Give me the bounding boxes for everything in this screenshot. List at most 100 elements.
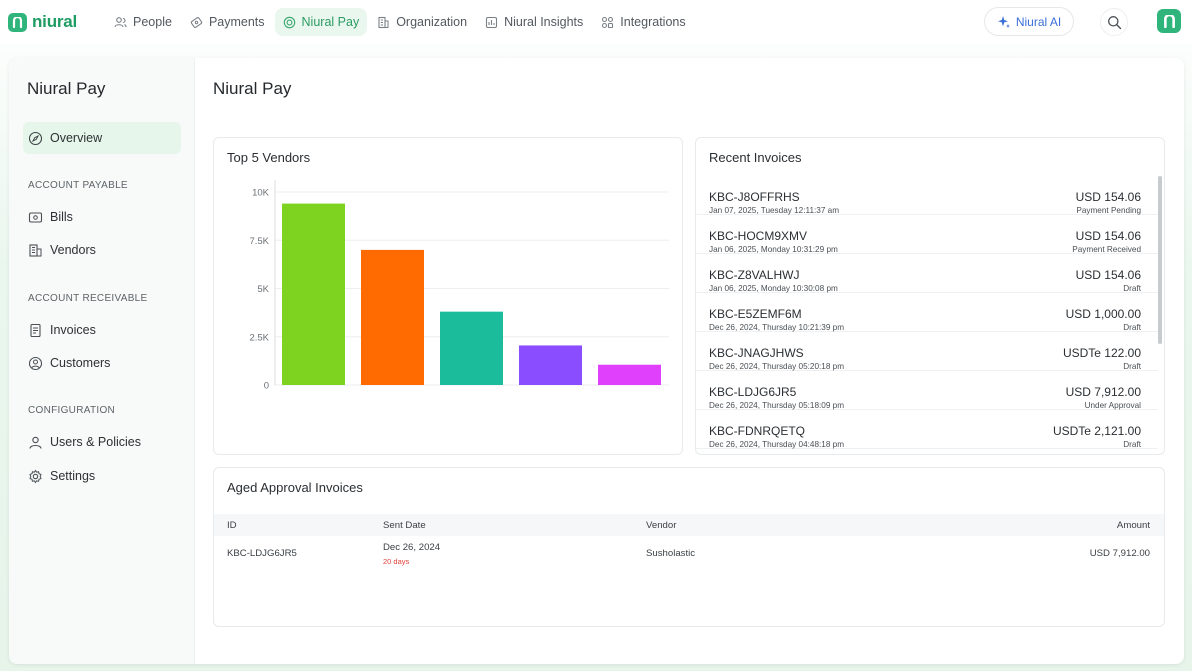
nav-niural-insights-label: Niural Insights — [504, 15, 584, 29]
chart-bar[interactable] — [440, 311, 503, 385]
invoice-amount: USD 154.06 — [1075, 268, 1141, 282]
invoice-icon — [30, 323, 41, 337]
sidebar-item-label: Overview — [50, 131, 103, 145]
invoice-date: Dec 26, 2024, Thursday 05:18:09 pm — [709, 401, 845, 410]
gear-icon — [29, 469, 42, 483]
invoice-amount: USD 7,912.00 — [1065, 385, 1141, 399]
nav-niural-pay[interactable]: Niural Pay — [274, 8, 368, 36]
invoice-status: Under Approval — [1084, 401, 1141, 410]
y-tick-label: 2.5K — [249, 332, 269, 343]
nav-integrations[interactable]: Integrations — [593, 8, 693, 36]
customer-icon — [28, 356, 43, 370]
invoice-amount: USDTe 2,121.00 — [1052, 424, 1141, 438]
invoice-amount: USD 154.06 — [1075, 190, 1141, 204]
niural-pay-icon — [283, 16, 295, 28]
compass-icon — [28, 131, 43, 145]
invoices-scrollbar[interactable] — [1158, 176, 1162, 344]
nav-niural-insights[interactable]: Niural Insights — [477, 8, 591, 36]
invoice-status: Payment Pending — [1076, 206, 1141, 215]
page-title: Niural Pay — [213, 79, 292, 98]
brand[interactable]: niural — [8, 12, 94, 32]
nav-people-label: People — [133, 15, 172, 29]
chart-bar[interactable] — [598, 364, 661, 385]
invoice-date: Dec 26, 2024, Thursday 04:48:18 pm — [709, 440, 845, 449]
users-icon — [29, 436, 42, 449]
invoice-status: Payment Received — [1072, 245, 1141, 254]
bills-icon — [28, 211, 43, 223]
list-item[interactable]: KBC-J8OFFRHS Jan 07, 2025, Tuesday 12:11:… — [696, 176, 1158, 215]
payments-icon — [190, 16, 203, 28]
sidebar-item-vendors[interactable]: Vendors — [23, 234, 181, 266]
invoice-status: Draft — [1123, 440, 1141, 449]
sidebar-item-label: Users & Policies — [50, 435, 141, 449]
chart-bar[interactable] — [519, 345, 582, 385]
invoice-id: KBC-FDNRQETQ — [709, 424, 805, 438]
list-item[interactable]: KBC-E5ZEMF6M Dec 26, 2024, Thursday 10:21… — [696, 293, 1158, 332]
list-item[interactable]: KBC-JNAGJHWS Dec 26, 2024, Thursday 05:20… — [696, 332, 1158, 371]
sidebar-item-settings[interactable]: Settings — [23, 460, 181, 492]
invoice-status: Draft — [1123, 284, 1141, 293]
invoice-id: KBC-E5ZEMF6M — [709, 307, 802, 321]
invoice-id: KBC-JNAGJHWS — [709, 346, 804, 360]
aged-approval-card: Aged Approval Invoices ID Sent Date Vend… — [213, 467, 1165, 627]
list-item[interactable]: KBC-Z8VALHWJ Jan 06, 2025, Monday 10:30:0… — [696, 254, 1158, 293]
brand-logo-icon — [8, 12, 27, 32]
sidebar-item-label: Settings — [50, 469, 96, 483]
list-item[interactable]: KBC-LDJG6JR5 Dec 26, 2024, Thursday 05:18… — [696, 371, 1158, 410]
list-item[interactable]: KBC-FDNRQETQ Dec 26, 2024, Thursday 04:48… — [696, 410, 1158, 449]
recent-invoices-title: Recent Invoices — [709, 150, 802, 165]
aged-approval-title: Aged Approval Invoices — [227, 480, 363, 495]
invoice-id: KBC-Z8VALHWJ — [709, 268, 800, 282]
header-amount: Amount — [1116, 520, 1150, 531]
invoice-amount: USDTe 122.00 — [1062, 346, 1141, 360]
aged-row-vendor: Susholastic — [646, 548, 696, 559]
list-item[interactable]: KBC-HOCM9XMV Jan 06, 2025, Monday 10:31:2… — [696, 215, 1158, 254]
chart-bar[interactable] — [361, 249, 424, 385]
chart-bar[interactable] — [282, 203, 345, 385]
top-vendors-chart: 0 2.5K 5K 7.5K 10K — [249, 180, 669, 392]
sparkle-icon — [997, 15, 1010, 28]
invoice-date: Jan 06, 2025, Monday 10:31:29 pm — [709, 245, 838, 254]
avatar[interactable] — [1157, 9, 1181, 33]
niural-ai-label: Niural AI — [1015, 14, 1062, 29]
aged-row-amount: USD 7,912.00 — [1089, 548, 1150, 559]
invoice-id: KBC-J8OFFRHS — [709, 190, 800, 204]
header-sent-date: Sent Date — [383, 520, 426, 531]
brand-name: niural — [32, 12, 78, 31]
nav-payments-label: Payments — [208, 15, 265, 29]
invoice-date: Dec 26, 2024, Thursday 05:20:18 pm — [709, 362, 845, 371]
niural-ai-button[interactable]: Niural AI — [984, 7, 1074, 36]
header-vendor: Vendor — [646, 520, 677, 531]
sidebar-item-users-policies[interactable]: Users & Policies — [23, 426, 181, 458]
sidebar-item-overview[interactable]: Overview — [23, 122, 181, 154]
aged-row-sent-date: Dec 26, 2024 — [383, 542, 441, 553]
main-shell: Niural Pay Overview ACCOUNT PAYABLE Bill… — [9, 58, 1184, 664]
sidebar-item-customers[interactable]: Customers — [23, 347, 181, 379]
invoice-date: Dec 26, 2024, Thursday 10:21:39 pm — [709, 323, 845, 332]
invoice-status: Draft — [1123, 362, 1141, 371]
building-icon — [29, 243, 42, 257]
nav-payments[interactable]: Payments — [182, 8, 273, 36]
main-nav: People Payments Niural Pay Organization … — [106, 8, 696, 36]
avatar-logo-icon — [1163, 14, 1175, 28]
header-id: ID — [227, 520, 237, 531]
section-account-receivable: ACCOUNT RECEIVABLE — [28, 293, 148, 304]
nav-people[interactable]: People — [106, 8, 180, 36]
search-button[interactable] — [1100, 8, 1128, 36]
aged-row-days: 20 days — [383, 557, 410, 566]
insights-icon — [486, 16, 498, 28]
aged-row-id: KBC-LDJG6JR5 — [227, 548, 297, 559]
sidebar-item-label: Bills — [50, 210, 73, 224]
sidebar-item-label: Customers — [50, 356, 111, 370]
people-icon — [114, 16, 127, 27]
sidebar-item-bills[interactable]: Bills — [23, 201, 181, 233]
organization-icon — [378, 16, 389, 28]
top-vendors-card: Top 5 Vendors 0 2.5K 5K 7.5K 10K — [213, 137, 683, 455]
sidebar-item-invoices[interactable]: Invoices — [23, 314, 181, 346]
sidebar-title: Niural Pay — [27, 79, 106, 98]
top-vendors-title: Top 5 Vendors — [227, 150, 311, 165]
invoice-id: KBC-LDJG6JR5 — [709, 385, 797, 399]
nav-organization-label: Organization — [396, 15, 468, 29]
nav-organization[interactable]: Organization — [369, 8, 475, 36]
table-row[interactable]: KBC-LDJG6JR5 Dec 26, 2024 20 days Sushol… — [214, 536, 1164, 574]
